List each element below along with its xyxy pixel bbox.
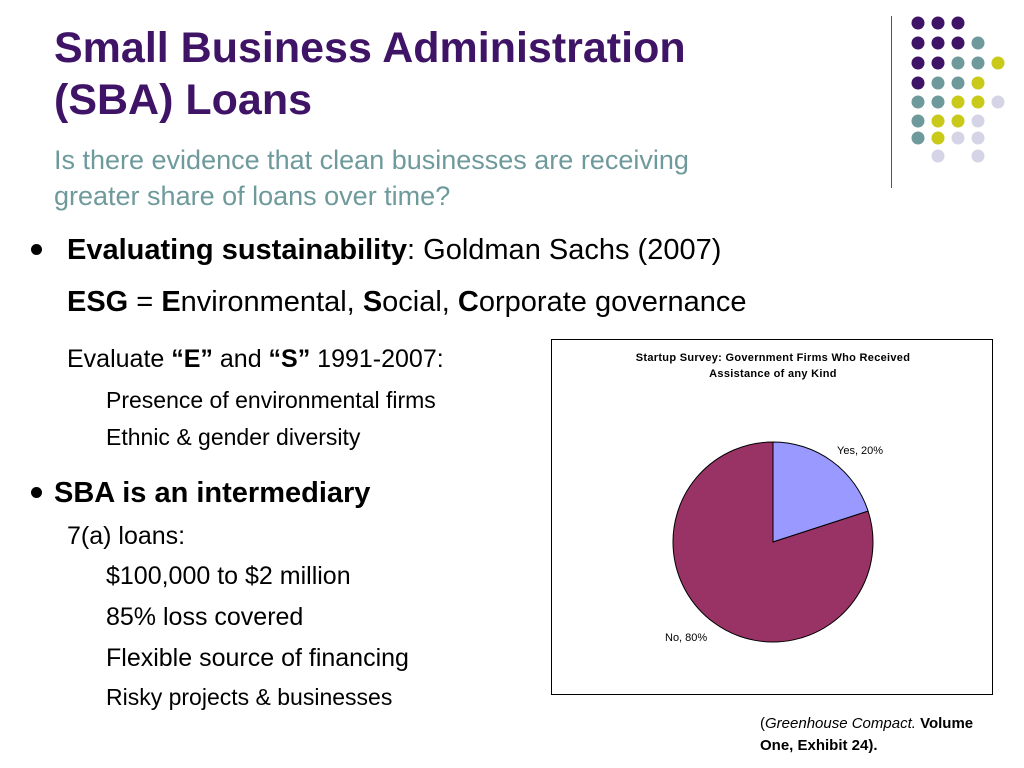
bullet-1-icon <box>31 244 42 255</box>
pie-chart-box: Startup Survey: Government Firms Who Rec… <box>551 339 993 695</box>
source-publication: Greenhouse Compact. <box>765 715 916 732</box>
decorative-dot <box>971 131 985 145</box>
evaluate-years: 1991-2007: <box>310 345 444 373</box>
decorative-dot <box>971 114 985 128</box>
esg-equals: = <box>128 286 162 318</box>
decorative-dot <box>911 16 925 30</box>
decorative-dot <box>951 76 965 90</box>
pie-label-no: No, 80% <box>665 632 707 644</box>
evaluate-line: Evaluate “E” and “S” 1991-2007: <box>67 345 444 374</box>
esg-e-rest: nvironmental, <box>180 286 363 318</box>
slide-title: Small Business Administration (SBA) Loan… <box>54 22 854 126</box>
decorative-dot <box>971 56 985 70</box>
decorative-dot <box>931 114 945 128</box>
decorative-dot <box>951 95 965 109</box>
source-volume: Volume <box>915 715 974 732</box>
evaluate-text: Evaluate <box>67 345 172 373</box>
decorative-dot <box>951 131 965 145</box>
bullet-evaluating-sustainability: Evaluating sustainability: Goldman Sachs… <box>67 234 721 267</box>
pie-chart: Yes, 20% No, 80% <box>665 441 883 644</box>
esg-definition: ESG = Environmental, Social, Corporate g… <box>67 286 747 319</box>
loans-heading: 7(a) loans: <box>67 522 186 550</box>
bullet-sba-intermediary: SBA is an intermediary <box>54 477 371 509</box>
decorative-dot <box>971 36 985 50</box>
chart-title-line-2: Assistance of any Kind <box>709 368 837 380</box>
decorative-dot <box>911 76 925 90</box>
decorative-dot <box>931 149 945 163</box>
title-line-1: Small Business Administration <box>54 24 686 72</box>
sub-item-diversity: Ethnic & gender diversity <box>106 424 361 450</box>
decorative-dot <box>991 95 1005 109</box>
title-divider-line <box>891 16 892 188</box>
decorative-dot <box>971 95 985 109</box>
decorative-dot <box>911 114 925 128</box>
decorative-dot-grid <box>911 16 1005 163</box>
subtitle-line-2: greater share of loans over time? <box>54 181 451 211</box>
esg-s-letter: S <box>362 286 383 318</box>
decorative-dot <box>951 16 965 30</box>
esg-e-letter: E <box>161 286 181 318</box>
chart-title: Startup Survey: Government Firms Who Rec… <box>552 350 994 382</box>
pie-slice-no <box>672 441 874 643</box>
pie-slice-yes <box>772 441 869 543</box>
source-citation: (Greenhouse Compact. Volume One, Exhibit… <box>760 713 1020 757</box>
decorative-dot <box>911 131 925 145</box>
decorative-dot <box>951 56 965 70</box>
source-open-paren: ( <box>760 715 765 732</box>
loan-item-loss-covered: 85% loss covered <box>106 603 304 631</box>
evaluate-s: “S” <box>268 345 311 373</box>
decorative-dot <box>911 95 925 109</box>
decorative-dot <box>951 114 965 128</box>
subtitle-line-1: Is there evidence that clean businesses … <box>54 145 689 175</box>
loan-item-amount: $100,000 to $2 million <box>106 562 351 590</box>
esg-s-rest: ocial, <box>382 286 458 318</box>
decorative-dot <box>931 131 945 145</box>
decorative-dot <box>971 149 985 163</box>
sub-item-environmental-firms: Presence of environmental firms <box>106 387 436 413</box>
pie-label-yes: Yes, 20% <box>837 445 883 457</box>
chart-title-line-1: Startup Survey: Government Firms Who Rec… <box>635 352 911 364</box>
decorative-dot <box>931 95 945 109</box>
decorative-dot <box>991 56 1005 70</box>
esg-c-rest: orporate governance <box>478 286 747 318</box>
bullet-2-icon <box>31 487 42 498</box>
decorative-dot <box>911 56 925 70</box>
decorative-dot <box>931 76 945 90</box>
decorative-dot <box>931 16 945 30</box>
esg-c-letter: C <box>457 286 479 318</box>
decorative-dot <box>971 76 985 90</box>
decorative-dot <box>911 36 925 50</box>
bullet-1-rest: : Goldman Sachs (2007) <box>407 234 722 266</box>
loan-item-flexible: Flexible source of financing <box>106 644 409 672</box>
source-exhibit: One, Exhibit 24). <box>760 737 878 754</box>
evaluate-e: “E” <box>171 345 213 373</box>
loan-item-risky: Risky projects & businesses <box>106 684 393 710</box>
title-line-2: (SBA) Loans <box>54 76 312 124</box>
bullet-1-bold: Evaluating sustainability <box>67 234 408 266</box>
evaluate-and: and <box>212 345 269 373</box>
decorative-dot <box>931 36 945 50</box>
slide-subtitle: Is there evidence that clean businesses … <box>54 142 854 214</box>
esg-label: ESG <box>67 286 129 318</box>
decorative-dot <box>951 36 965 50</box>
decorative-dot <box>931 56 945 70</box>
